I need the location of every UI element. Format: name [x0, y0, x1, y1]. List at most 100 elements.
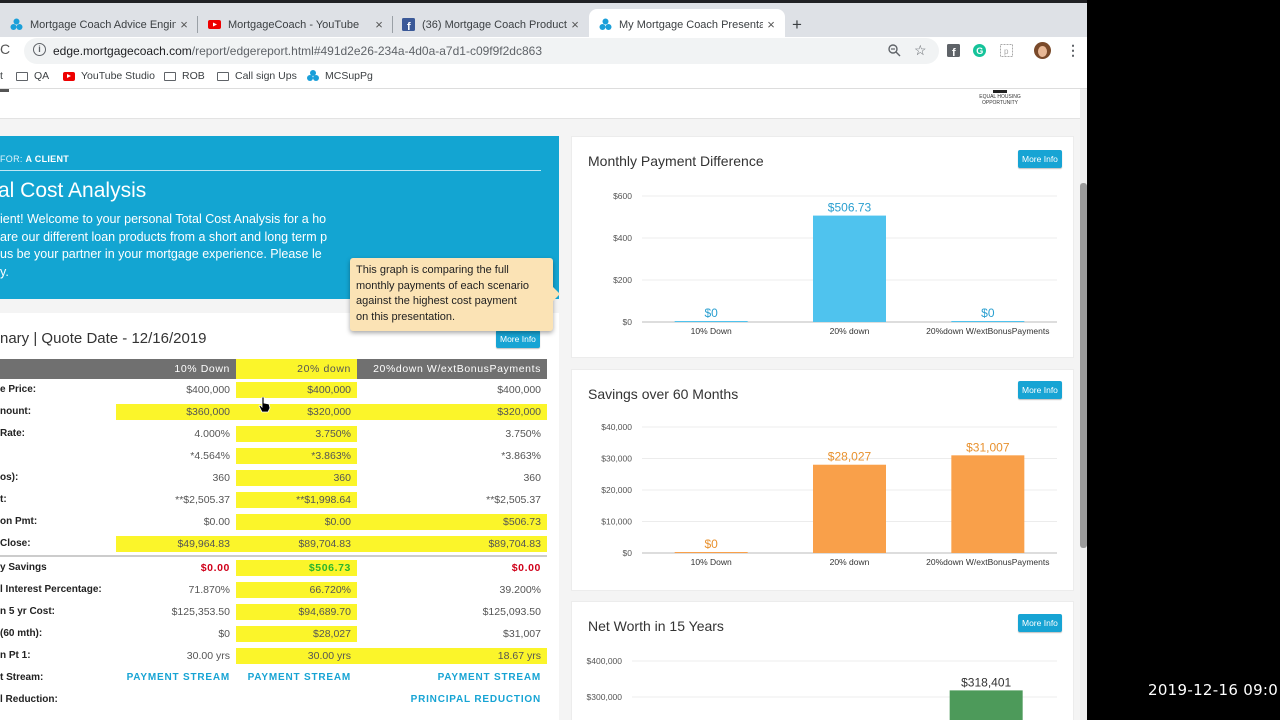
- recording-timestamp: 2019-12-16 09:0: [1148, 681, 1279, 699]
- grammarly-icon[interactable]: G: [973, 44, 986, 60]
- bar: [674, 321, 748, 322]
- column-header[interactable]: 20%down W/extBonusPayments: [373, 363, 541, 375]
- tab-label: (36) Mortgage Coach Productivi: [422, 18, 567, 31]
- report-link[interactable]: PAYMENT STREAM: [437, 672, 541, 683]
- row-label: os):: [0, 472, 19, 483]
- more-info-button[interactable]: More Info: [1018, 381, 1062, 399]
- url-host: edge.mortgagecoach.com: [53, 44, 192, 58]
- facebook-extension-icon[interactable]: f: [947, 44, 960, 60]
- more-info-button[interactable]: More Info: [1018, 150, 1062, 168]
- cell-value: $400,000: [497, 384, 541, 396]
- summary-more-info-button[interactable]: More Info: [496, 330, 540, 348]
- cell-value: **$2,505.37: [175, 494, 230, 506]
- table-row: l Reduction: PRINCIPAL REDUCTION: [0, 689, 547, 711]
- pinterest-extension-icon[interactable]: p: [1000, 44, 1013, 60]
- tab-youtube[interactable]: MortgageCoach - YouTube ×: [198, 9, 393, 40]
- report-link[interactable]: PRINCIPAL REDUCTION: [410, 694, 541, 705]
- table-row: n Pt 1: 30.00 yrs 30.00 yrs 18.67 yrs: [0, 645, 547, 667]
- new-tab-button[interactable]: +: [792, 15, 802, 34]
- report-link: [116, 692, 236, 708]
- cell-value: **$1,998.64: [236, 492, 357, 508]
- youtube-icon: [208, 18, 221, 31]
- bookmark-youtube-studio[interactable]: YouTube Studio: [63, 70, 155, 82]
- row-label: nount:: [0, 406, 32, 417]
- row-label: t:: [0, 494, 7, 505]
- cell-value: $0.00: [236, 514, 357, 530]
- reload-icon[interactable]: C: [0, 41, 11, 57]
- menu-kebab-icon[interactable]: ⋮: [1066, 42, 1080, 58]
- more-info-button[interactable]: More Info: [1018, 614, 1062, 632]
- x-tick-label: 10% Down: [691, 326, 732, 336]
- column-header[interactable]: 20% down: [236, 359, 357, 379]
- savings-60-months-chart: $0 $10,000 $20,000 $30,000 $40,000 $0 10% Down…: [601, 422, 1057, 567]
- profile-avatar[interactable]: [1034, 42, 1051, 62]
- report-link[interactable]: PAYMENT STREAM: [126, 672, 230, 683]
- close-tab-icon[interactable]: ×: [375, 17, 383, 32]
- net-worth-15-years-card: Net Worth in 15 Years More Info $200,000…: [571, 601, 1074, 720]
- bar: [813, 464, 886, 553]
- tab-label: My Mortgage Coach Presentatio: [619, 18, 763, 31]
- browser-window: Mortgage Coach Advice Engine × MortgageC…: [0, 0, 1087, 720]
- tab-advice-engine[interactable]: Mortgage Coach Advice Engine ×: [0, 9, 198, 40]
- cell-value: $125,353.50: [171, 606, 230, 618]
- cell-value: 360: [212, 472, 230, 484]
- bar: [813, 215, 886, 322]
- bookmark-folder-call-sign-ups[interactable]: Call sign Ups: [217, 70, 297, 82]
- address-bar[interactable]: i edge.mortgagecoach.com/report/edgerepo…: [24, 38, 939, 64]
- tab-separator: [392, 16, 393, 33]
- close-tab-icon[interactable]: ×: [180, 17, 188, 32]
- cell-value: 4.000%: [194, 428, 230, 440]
- zoom-icon[interactable]: [888, 44, 901, 60]
- info-icon[interactable]: i: [33, 43, 46, 56]
- y-tick-label: $0: [623, 317, 633, 327]
- folder-icon: [164, 71, 176, 81]
- tab-strip: Mortgage Coach Advice Engine × MortgageC…: [0, 0, 1087, 40]
- bookmark-star-icon[interactable]: ☆: [914, 42, 927, 58]
- cell-value: 30.00 yrs: [186, 650, 230, 662]
- cell-value: $0.00: [203, 516, 230, 528]
- cell-value: $320,000: [357, 404, 547, 420]
- equal-housing-logo: EQUAL HOUSING OPPORTUNITY: [978, 90, 1022, 106]
- cell-value: $125,093.50: [482, 606, 541, 618]
- cell-value: **$2,505.37: [486, 494, 541, 506]
- bookmark-item[interactable]: t: [0, 70, 3, 82]
- table-row: on Pmt: $0.00 $0.00 $506.73: [0, 511, 547, 533]
- report-link[interactable]: PAYMENT STREAM: [247, 672, 351, 683]
- chart-title: Net Worth in 15 Years: [588, 618, 724, 634]
- cell-value: *4.564%: [190, 450, 230, 462]
- bar: [949, 690, 1023, 720]
- cell-value: 360: [523, 472, 541, 484]
- bookmark-folder-qa[interactable]: QA: [16, 70, 49, 82]
- page-scrollbar[interactable]: [1080, 89, 1087, 720]
- svg-text:f: f: [952, 47, 956, 57]
- tab-facebook[interactable]: f (36) Mortgage Coach Productivi ×: [392, 9, 589, 40]
- company-logo: [0, 89, 9, 92]
- table-row: t Stream: PAYMENT STREAM PAYMENT STREAM PAY…: [0, 667, 547, 689]
- chart-info-tooltip: This graph is comparing the full monthly…: [350, 258, 560, 331]
- close-tab-icon[interactable]: ×: [571, 17, 579, 32]
- net-worth-15-years-chart: $200,000$300,000$400,000$167,647$196,215…: [587, 656, 1057, 720]
- hero-title: al Cost Analysis: [0, 179, 147, 202]
- scrollbar-thumb[interactable]: [1080, 183, 1087, 548]
- table-row: os): 360 360 360: [0, 467, 547, 489]
- mortgage-coach-logo-icon: [307, 70, 319, 82]
- cell-value: $94,689.70: [236, 604, 357, 620]
- data-label: $0: [704, 306, 718, 320]
- row-label: on Pmt:: [0, 516, 38, 527]
- bookmark-folder-rob[interactable]: ROB: [164, 70, 205, 82]
- data-label: $0: [704, 537, 718, 551]
- youtube-icon: [63, 71, 75, 81]
- row-label: Close:: [0, 538, 31, 549]
- svg-text:G: G: [976, 46, 983, 56]
- cell-value: $31,007: [503, 628, 541, 640]
- cell-value: 360: [236, 470, 357, 486]
- url-path: /report/edgereport.html#491d2e26-234a-4d…: [191, 44, 543, 58]
- close-tab-icon[interactable]: ×: [767, 17, 775, 32]
- loan-summary-panel: nary | Quote Date - 12/16/2019 More Info…: [0, 313, 559, 720]
- tab-presentation[interactable]: My Mortgage Coach Presentatio ×: [589, 9, 785, 40]
- monthly-payment-difference-chart: $0 $200 $400 $600 $0 10% Down $506.73 20% down $…: [613, 191, 1057, 336]
- bookmark-mcsuppg[interactable]: MCSupPg: [307, 70, 373, 82]
- cell-value: $0.00: [511, 562, 541, 574]
- column-header[interactable]: 10% Down: [174, 363, 230, 375]
- row-label: (60 mth):: [0, 628, 43, 639]
